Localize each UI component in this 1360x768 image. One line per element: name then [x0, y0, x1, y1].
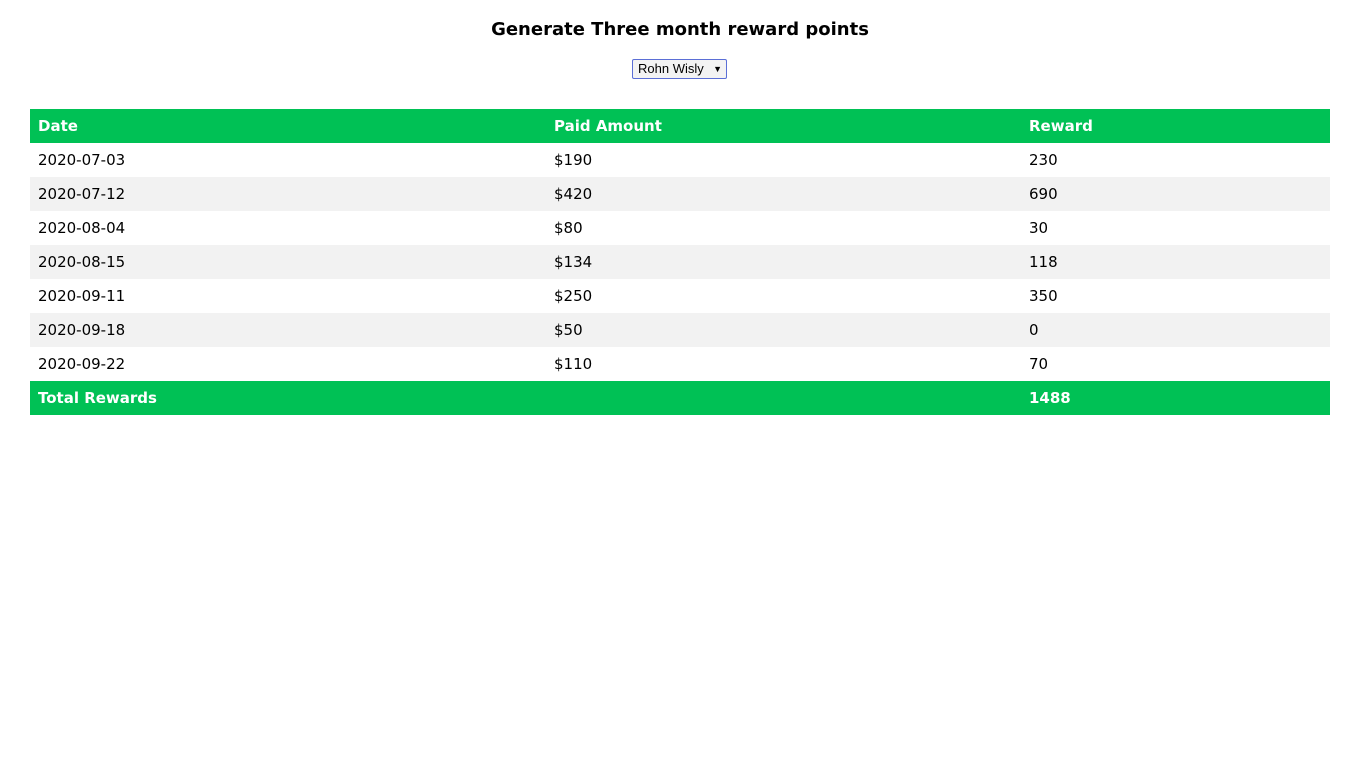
cell-paid-amount: $134 — [554, 253, 593, 271]
rewards-table: Date Paid Amount Reward 2020-07-03 $190 … — [30, 109, 1330, 415]
customer-select[interactable]: Rohn Wisly ▼ — [632, 59, 727, 79]
cell-reward: 30 — [1029, 219, 1049, 237]
cell-date: 2020-09-11 — [38, 287, 126, 305]
cell-paid-amount: $110 — [554, 355, 593, 373]
cell-reward: 118 — [1029, 253, 1058, 271]
page-title: Generate Three month reward points — [491, 19, 869, 40]
cell-paid-amount: $420 — [554, 185, 593, 203]
table-row: 2020-09-18 $50 0 — [30, 313, 1330, 347]
cell-reward: 230 — [1029, 151, 1058, 169]
table-row: 2020-08-15 $134 118 — [30, 245, 1330, 279]
total-row: Total Rewards 1488 — [30, 381, 1330, 415]
cell-reward: 70 — [1029, 355, 1049, 373]
table-row: 2020-08-04 $80 30 — [30, 211, 1330, 245]
cell-date: 2020-08-04 — [38, 219, 126, 237]
cell-date: 2020-07-12 — [38, 185, 126, 203]
cell-date: 2020-09-22 — [38, 355, 126, 373]
cell-reward: 350 — [1029, 287, 1058, 305]
header-date: Date — [38, 117, 78, 135]
total-label: Total Rewards — [38, 389, 157, 407]
triangle-down-icon: ▼ — [713, 64, 722, 74]
total-empty-cell — [546, 381, 1021, 415]
cell-date: 2020-09-18 — [38, 321, 126, 339]
table-header-row: Date Paid Amount Reward — [30, 109, 1330, 143]
total-value: 1488 — [1029, 389, 1071, 407]
cell-reward: 0 — [1029, 321, 1039, 339]
table-row: 2020-07-12 $420 690 — [30, 177, 1330, 211]
header-paid-amount: Paid Amount — [554, 117, 662, 135]
cell-date: 2020-07-03 — [38, 151, 126, 169]
table-row: 2020-09-22 $110 70 — [30, 347, 1330, 381]
cell-reward: 690 — [1029, 185, 1058, 203]
cell-paid-amount: $50 — [554, 321, 583, 339]
cell-paid-amount: $250 — [554, 287, 593, 305]
customer-select-value: Rohn Wisly — [638, 61, 704, 76]
header-reward: Reward — [1029, 117, 1093, 135]
cell-date: 2020-08-15 — [38, 253, 126, 271]
cell-paid-amount: $80 — [554, 219, 583, 237]
cell-paid-amount: $190 — [554, 151, 593, 169]
table-row: 2020-09-11 $250 350 — [30, 279, 1330, 313]
table-row: 2020-07-03 $190 230 — [30, 143, 1330, 177]
